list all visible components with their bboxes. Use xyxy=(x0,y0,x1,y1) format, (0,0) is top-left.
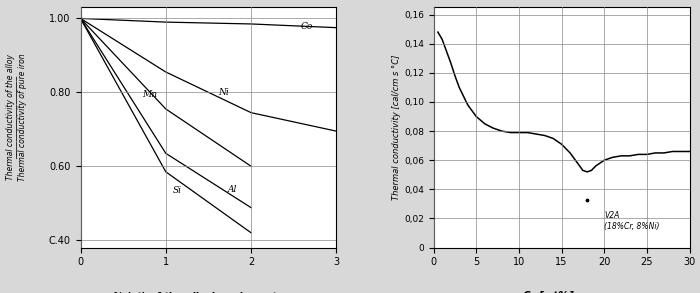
Text: Si: Si xyxy=(173,186,181,195)
Y-axis label: Thermal conductivity [cal/cm s °C]: Thermal conductivity [cal/cm s °C] xyxy=(392,55,401,200)
Text: Mn: Mn xyxy=(142,90,157,99)
Text: Cr [wt%]   $\longrightarrow$: Cr [wt%] $\longrightarrow$ xyxy=(522,289,601,293)
Text: Thermal conductivity of the alloy: Thermal conductivity of the alloy xyxy=(6,54,15,180)
Text: Co: Co xyxy=(300,23,313,31)
Text: Ni: Ni xyxy=(218,88,230,97)
Text: % (at) of the alloying element   $\longrightarrow$: % (at) of the alloying element $\longrig… xyxy=(113,289,304,293)
Text: Al: Al xyxy=(228,185,237,194)
Text: V2A
(18%Cr, 8%Ni): V2A (18%Cr, 8%Ni) xyxy=(604,211,659,231)
Text: ──────────────────: ────────────────── xyxy=(12,76,21,159)
Text: Thermal conductivity of pure iron: Thermal conductivity of pure iron xyxy=(18,53,27,181)
